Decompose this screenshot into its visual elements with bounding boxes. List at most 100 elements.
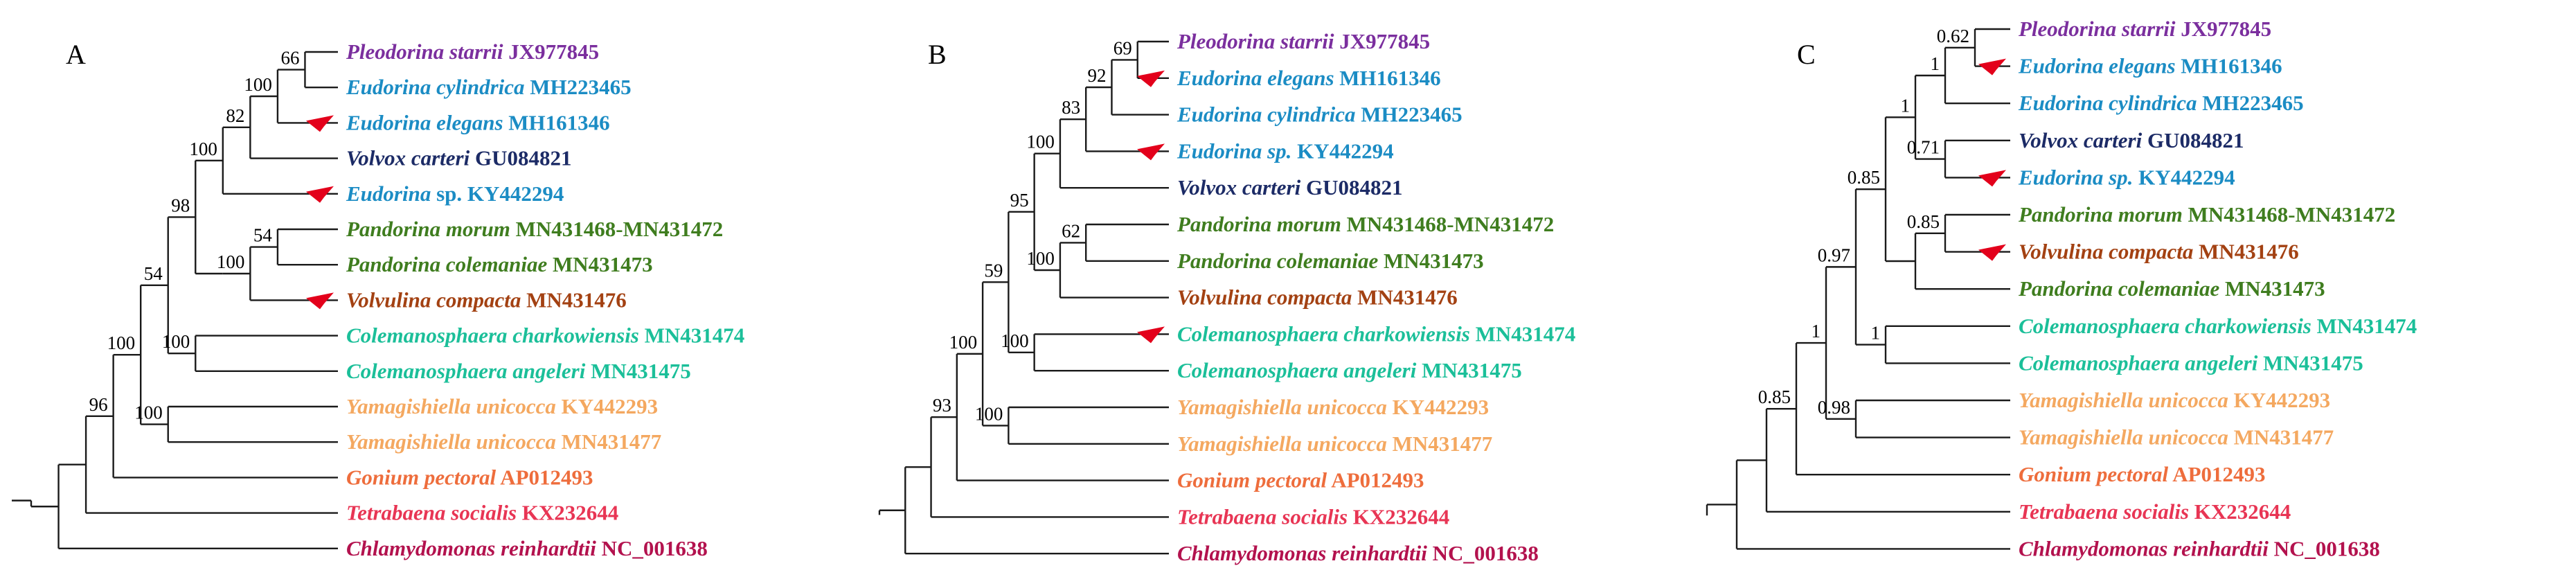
- taxon-species: Eudorina sp.: [1177, 139, 1291, 163]
- taxon-species: Gonium pectoral: [346, 465, 497, 489]
- taxon-label: Eudorina sp. KY442294: [2018, 165, 2235, 189]
- taxon-species: Colemanosphaera angeleri: [346, 359, 586, 383]
- taxon-label: Pandorina morum MN431468-MN431472: [1177, 212, 1554, 236]
- taxon-species: Pandorina colemaniae: [346, 252, 547, 276]
- taxon-label: Chlamydomonas reinhardtii NC_001638: [346, 536, 708, 560]
- taxon-accession: KY442294: [1291, 139, 1393, 163]
- taxon-label: Yamagishiella unicocca KY442293: [346, 394, 658, 418]
- support-value: 96: [89, 394, 108, 415]
- taxon-species: Pandorina morum: [346, 217, 510, 241]
- taxon-accession: MN431476: [521, 287, 626, 312]
- taxon-accession: MH161346: [2176, 54, 2282, 78]
- highlight-arrow-icon: [1137, 143, 1165, 161]
- taxon-label: Colemanosphaera angeleri MN431475: [2019, 350, 2363, 375]
- taxon-species: Colemanosphaera charkowiensis: [346, 323, 639, 348]
- taxon-accession: MH223465: [2197, 91, 2304, 115]
- taxon-species: Pandorina colemaniae: [1177, 249, 1378, 273]
- taxon-accession: MN431468-MN431472: [1341, 212, 1554, 236]
- taxon-label: Eudorina elegans MH161346: [2018, 54, 2282, 78]
- taxon-species: Pandorina morum: [1177, 212, 1341, 236]
- taxon-species: Pleodorina starrii: [2018, 17, 2176, 41]
- taxon-species: Volvox carteri: [2019, 128, 2143, 152]
- taxon-label: Yamagishiella unicocca MN431477: [1177, 432, 1492, 456]
- taxon-species: Eudorina sp.: [2018, 165, 2133, 189]
- taxon-label: Yamagishiella unicocca MN431477: [346, 429, 661, 454]
- taxon-label: Yamagishiella unicocca KY442293: [1177, 395, 1489, 419]
- support-value: 1: [1931, 53, 1940, 74]
- support-value: 54: [253, 225, 273, 246]
- taxon-accession: MN431476: [1352, 285, 1457, 310]
- taxon-label: Pleodorina starrii JX977845: [2018, 17, 2271, 41]
- taxon-label: Pandorina morum MN431468-MN431472: [2018, 202, 2395, 227]
- taxon-label: Volvox carteri GU084821: [2019, 128, 2244, 152]
- highlight-arrow-icon: [306, 115, 334, 132]
- taxon-accession: MN431468-MN431472: [510, 217, 723, 241]
- taxon-accession: JX977845: [503, 39, 600, 64]
- taxon-label: Colemanosphaera angeleri MN431475: [1177, 358, 1522, 382]
- taxon-accession: KY442293: [556, 394, 658, 418]
- taxon-species: Yamagishiella unicocca: [2019, 425, 2228, 450]
- support-value: 98: [171, 195, 190, 215]
- taxon-species: Eudorina cylindrica: [346, 75, 525, 99]
- support-value: 54: [144, 263, 163, 284]
- taxon-label: Volvox carteri GU084821: [1177, 175, 1403, 199]
- support-value: 59: [984, 260, 1003, 281]
- taxon-label: Pandorina colemaniae MN431473: [1177, 249, 1484, 273]
- taxon-label: Pandorina colemaniae MN431473: [2018, 276, 2325, 301]
- support-value: 0.71: [1907, 137, 1940, 158]
- taxon-label: Pandorina morum MN431468-MN431472: [346, 217, 723, 241]
- taxon-label: Colemanosphaera angeleri MN431475: [346, 359, 691, 383]
- taxon-species: Volvox carteri: [1177, 175, 1301, 199]
- support-value: 0.85: [1848, 167, 1880, 188]
- panel-label: A: [66, 39, 86, 70]
- panel-c: C 0.62 1 0.71 1 0.85 0.85 1 0.97 0.98 1 0.85 Pleodor…: [1706, 17, 2417, 560]
- taxon-species: Pandorina morum: [2018, 202, 2183, 227]
- taxon-species: Yamagishiella unicocca: [2019, 388, 2228, 412]
- taxon-label: Pleodorina starrii JX977845: [346, 39, 599, 64]
- support-value: 93: [933, 395, 951, 416]
- support-value: 92: [1087, 65, 1106, 86]
- taxon-accession: AP012493: [2168, 462, 2265, 486]
- taxon-species: Colemanosphaera charkowiensis: [2019, 314, 2311, 338]
- taxon-label: Colemanosphaera charkowiensis MN431474: [2019, 314, 2417, 338]
- taxon-accession: MH161346: [503, 110, 610, 134]
- taxon-label: Tetrabaena socialis KX232644: [1177, 504, 1449, 529]
- support-value: 100: [1026, 248, 1055, 269]
- support-value: 0.98: [1818, 397, 1850, 418]
- taxon-species: Volvulina compacta: [346, 287, 521, 312]
- taxon-species: Gonium pectoral: [1177, 468, 1327, 492]
- taxon-label: Tetrabaena socialis KX232644: [2019, 499, 2291, 524]
- taxon-label: Chlamydomonas reinhardtii NC_001638: [1177, 541, 1539, 565]
- support-value: 100: [162, 331, 190, 352]
- taxon-accession: MN431474: [2311, 314, 2417, 338]
- taxon-accession: MN431475: [2257, 350, 2363, 375]
- taxon-species: Chlamydomonas reinhardtii: [346, 536, 596, 560]
- taxon-species: Eudorina elegans: [346, 110, 503, 134]
- taxon-accession: MN431477: [2228, 425, 2334, 450]
- taxon-label: Volvulina compacta MN431476: [1177, 285, 1458, 310]
- taxon-accession: KY442294: [2133, 165, 2235, 189]
- taxon-species: Yamagishiella unicocca: [1177, 395, 1387, 419]
- support-value: 1: [1901, 95, 1911, 116]
- taxon-label: Eudorina elegans MH161346: [346, 110, 610, 134]
- highlight-arrow-icon: [1137, 326, 1165, 344]
- taxon-accession: MN431473: [1378, 249, 1483, 273]
- highlight-arrow-icon: [306, 292, 334, 310]
- taxon-species: Volvulina compacta: [1177, 285, 1352, 310]
- taxon-accession: MN431473: [547, 252, 652, 276]
- support-value: 0.85: [1907, 211, 1940, 232]
- support-value: 100: [189, 139, 217, 159]
- taxon-species: Colemanosphaera angeleri: [1177, 358, 1417, 382]
- taxon-label: Pleodorina starrii JX977845: [1177, 29, 1430, 53]
- taxon-accession: AP012493: [1327, 468, 1424, 492]
- panel-label: C: [1797, 39, 1816, 70]
- taxon-label: Colemanosphaera charkowiensis MN431474: [346, 323, 744, 348]
- taxon-species: Eudorina elegans: [2018, 54, 2176, 78]
- taxon-accession: MN431468-MN431472: [2183, 202, 2395, 227]
- support-value: 1: [1812, 321, 1821, 341]
- taxon-species: Eudorina cylindrica: [2018, 91, 2197, 115]
- taxon-species: Volvox carteri: [346, 146, 470, 170]
- taxon-accession: MN431474: [1470, 321, 1575, 346]
- taxon-label: Eudorina cylindrica MH223465: [1177, 103, 1463, 127]
- taxon-accession: KX232644: [2189, 499, 2291, 524]
